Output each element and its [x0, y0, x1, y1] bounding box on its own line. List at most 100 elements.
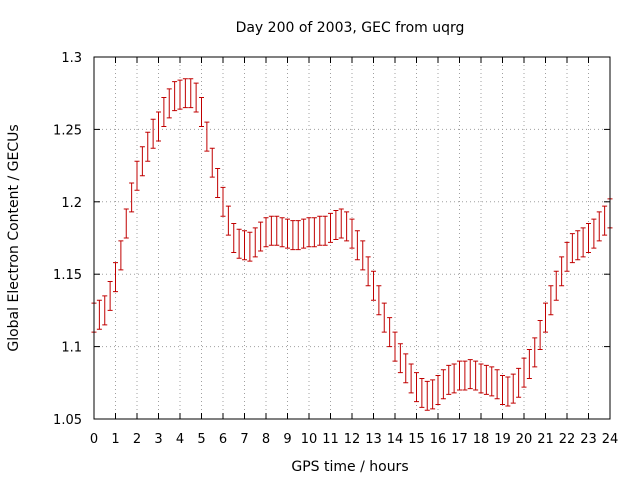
error-bar-point — [543, 302, 548, 333]
error-bar-point — [344, 211, 350, 242]
error-bar-point — [387, 317, 393, 348]
x-tick-label: 2 — [133, 432, 141, 447]
error-bar-point — [182, 78, 188, 109]
error-bar-point — [602, 205, 608, 236]
error-bar-point — [102, 295, 108, 326]
y-axis-label: Global Electron Content / GECUs — [6, 124, 22, 351]
error-bar-point — [123, 208, 129, 239]
error-bar-point — [317, 215, 323, 246]
error-bar-point — [231, 223, 237, 253]
x-tick-label: 23 — [580, 432, 597, 447]
error-bar-point — [268, 215, 274, 246]
error-bar-point — [145, 131, 151, 162]
x-tick-label: 24 — [602, 432, 619, 447]
error-bar-point — [559, 256, 565, 287]
error-bar-point — [521, 357, 527, 388]
error-bar-point — [371, 270, 376, 301]
error-bar-point — [430, 379, 436, 410]
x-tick-label: 14 — [387, 432, 404, 447]
x-tick-label: 16 — [430, 432, 447, 447]
error-bar-point — [553, 270, 559, 301]
error-bar-point — [290, 220, 296, 251]
error-bar-point — [419, 377, 425, 408]
error-bar-point — [258, 221, 264, 252]
x-tick-label: 22 — [559, 432, 576, 447]
x-tick-label: 17 — [451, 432, 468, 447]
error-bar-point — [209, 147, 215, 178]
error-bar-point — [414, 372, 419, 403]
error-bar-point — [596, 211, 602, 242]
error-bar-point — [242, 230, 247, 261]
x-tick-label: 15 — [408, 432, 425, 447]
y-tick-label: 1.05 — [53, 413, 82, 428]
error-bar-point — [360, 240, 366, 271]
error-bar-point — [376, 285, 382, 316]
error-bar-point — [139, 146, 145, 177]
error-bar-point — [575, 230, 581, 261]
error-bar-point — [564, 241, 570, 272]
error-bar-point — [129, 182, 135, 213]
x-tick-label: 6 — [219, 432, 227, 447]
error-bar-point — [532, 337, 538, 368]
error-bar-point — [279, 217, 285, 248]
error-bar-point — [548, 285, 554, 316]
error-bar-point — [204, 121, 210, 152]
error-bar-point — [118, 240, 124, 271]
error-bar-point — [172, 81, 178, 112]
error-bar-point — [161, 97, 167, 128]
x-tick-label: 13 — [365, 432, 382, 447]
error-bar-point — [494, 369, 500, 400]
y-tick-label: 1.1 — [61, 341, 82, 356]
series-gec — [91, 78, 613, 411]
x-tick-label: 12 — [344, 432, 361, 447]
error-bar-point — [236, 228, 242, 259]
error-bar-point — [96, 299, 102, 330]
error-bar-point — [322, 215, 328, 246]
error-bar-point — [467, 359, 473, 390]
x-tick-label: 11 — [322, 432, 339, 447]
error-bar-point — [591, 218, 597, 249]
error-bar-point — [457, 360, 462, 391]
error-bar-point — [435, 375, 441, 406]
error-bar-point — [473, 360, 479, 391]
x-tick-label: 8 — [262, 432, 270, 447]
x-tick-label: 19 — [494, 432, 511, 447]
error-bar-point — [516, 367, 522, 398]
error-bar-point — [354, 230, 360, 261]
x-tick-label: 20 — [516, 432, 533, 447]
x-tick-label: 21 — [537, 432, 554, 447]
error-bar-point — [440, 369, 446, 400]
error-bar-point — [392, 331, 398, 362]
error-bar-point — [150, 118, 156, 149]
error-bar-point — [408, 363, 414, 394]
axis-ticks — [93, 56, 611, 420]
error-bar-point — [333, 209, 339, 240]
error-bar-point — [274, 215, 280, 246]
error-bar-point — [156, 111, 161, 142]
error-bar-point — [526, 348, 532, 379]
error-bar-point — [403, 353, 409, 384]
error-bar-point — [263, 217, 269, 248]
error-bar-point — [328, 212, 333, 243]
y-tick-label: 1.3 — [61, 51, 82, 66]
error-bar-point — [338, 208, 344, 239]
error-bar-point — [107, 280, 113, 311]
chart-title: Day 200 of 2003, GEC from uqrg — [236, 20, 465, 36]
x-tick-label: 10 — [301, 432, 318, 447]
y-tick-label: 1.25 — [53, 123, 82, 138]
x-tick-label: 7 — [240, 432, 248, 447]
error-bar-point — [193, 82, 199, 113]
error-bar-point — [113, 262, 118, 293]
y-tick-label: 1.2 — [61, 196, 82, 211]
error-bar-point — [199, 97, 204, 128]
error-bar-point — [306, 217, 312, 248]
error-bar-point — [462, 360, 468, 391]
error-bar-point — [451, 363, 457, 394]
error-bar-point — [166, 88, 172, 119]
error-bar-point — [134, 160, 140, 191]
error-bar-point — [311, 217, 317, 248]
error-bar-point — [225, 205, 231, 236]
x-tick-label: 18 — [473, 432, 490, 447]
error-bar-point — [489, 366, 495, 397]
